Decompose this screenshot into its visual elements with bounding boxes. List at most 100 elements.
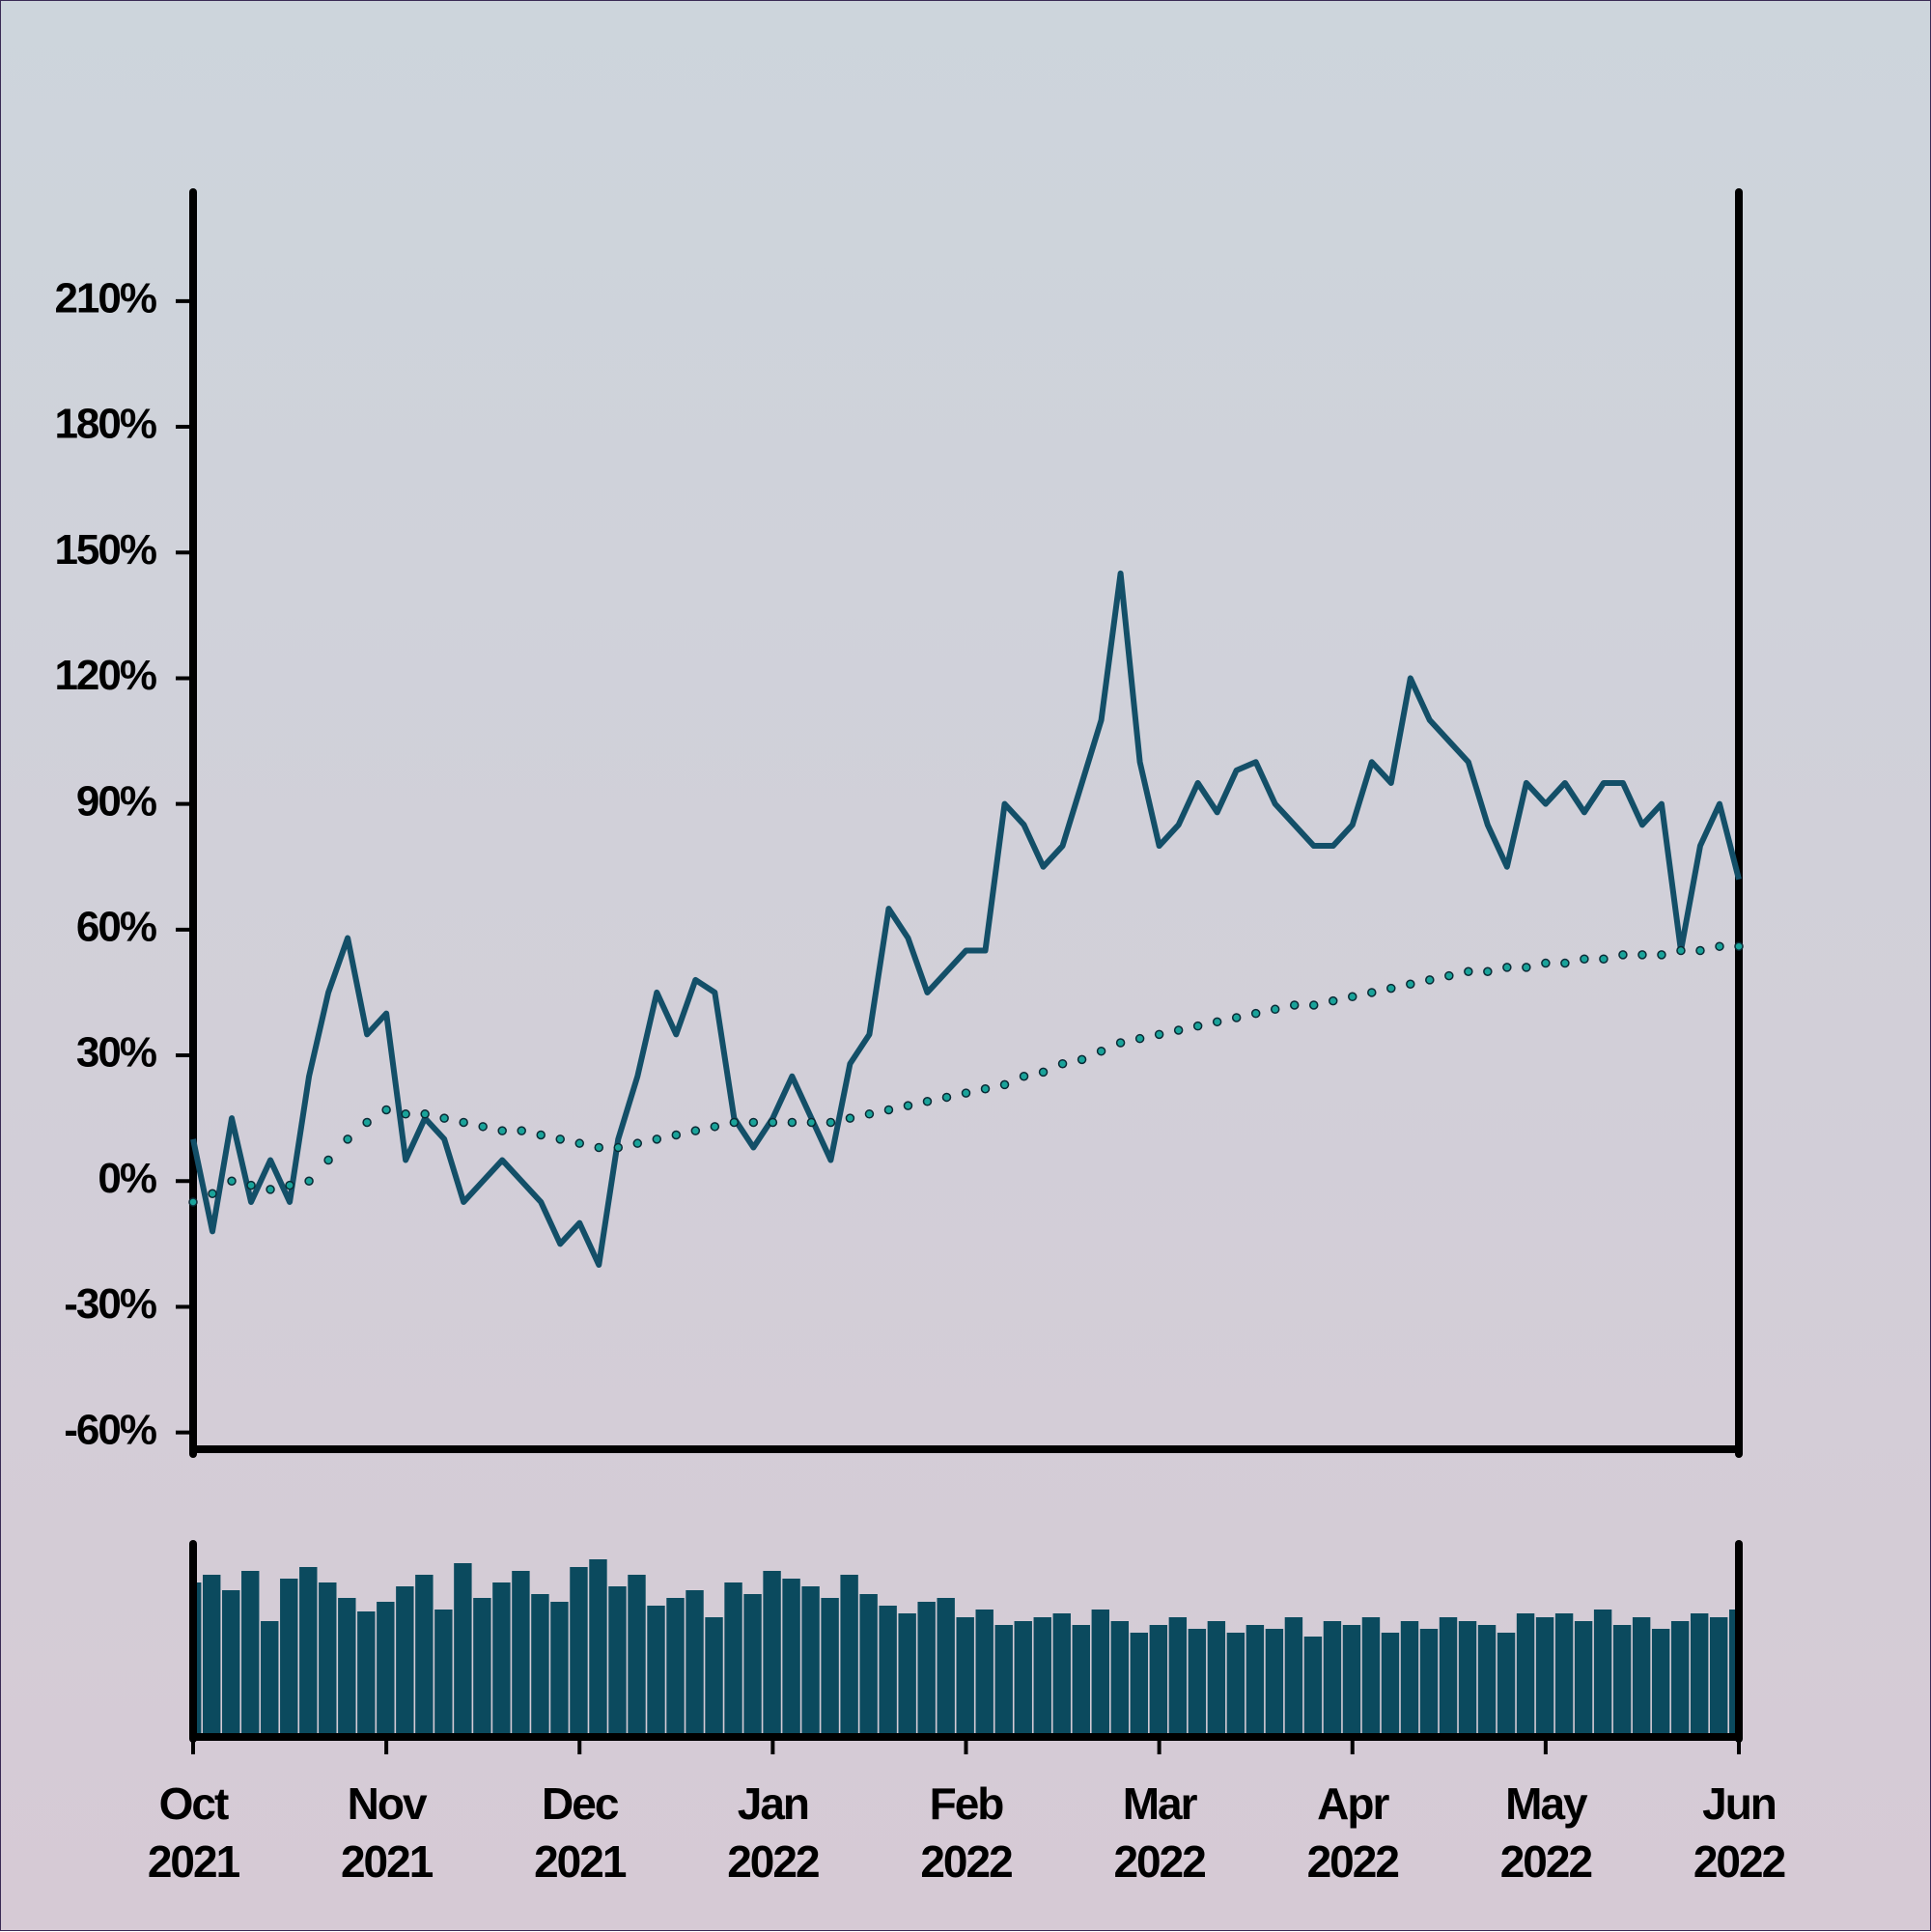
volume-bar [570,1567,588,1737]
volume-bar [1728,1610,1739,1737]
volume-bar [473,1598,491,1737]
volume-bar [1303,1637,1323,1737]
volume-bar [1651,1629,1670,1737]
moving-average-dot [980,1084,991,1094]
moving-average-dot [304,1176,314,1186]
moving-average-dot [1425,975,1435,985]
moving-average-dot [1580,954,1589,964]
volume-bar [1361,1617,1381,1737]
moving-average-dot [1096,1046,1106,1056]
moving-average-dot [439,1113,449,1123]
moving-average-dot [208,1189,217,1199]
moving-average-dot [1250,1008,1261,1019]
moving-average-dot [1715,941,1724,951]
volume-bar [1245,1625,1265,1737]
moving-average-dot [574,1138,584,1148]
moving-average-dot [652,1134,662,1144]
moving-average-dot [188,1197,198,1207]
volume-bars [193,1559,1739,1737]
moving-average-dot [1386,983,1396,994]
moving-average-dot [941,1092,952,1103]
volume-bar [299,1567,318,1737]
volume-bar [1612,1625,1632,1737]
volume-bar [415,1575,434,1737]
moving-average-dot [1134,1033,1145,1044]
moving-average-dot [1444,970,1454,981]
volume-bar [1632,1617,1651,1737]
volume-bar [666,1598,685,1737]
moving-average-dot [671,1130,682,1140]
volume-bar [1110,1621,1130,1737]
moving-average-dot [710,1122,720,1132]
volume-bar [377,1602,395,1737]
volume-bar [608,1586,627,1737]
volume-bar [956,1617,974,1737]
volume-bar [628,1575,646,1737]
x-tick-label: Dec 2021 [534,1778,627,1887]
moving-average-dot [1483,966,1493,976]
x-tick-label: Jan 2022 [727,1778,820,1887]
volume-bar [840,1575,858,1737]
x-tick-label: Jun 2022 [1693,1778,1786,1887]
moving-average-dot [613,1142,624,1153]
volume-bar [1554,1613,1574,1737]
moving-average-dot [1231,1013,1242,1022]
volume-bar [1014,1621,1032,1737]
volume-bar [821,1598,839,1737]
moving-average-dot [1077,1054,1087,1065]
volume-bar [1072,1625,1090,1737]
moving-average-dot [632,1138,643,1148]
moving-average-dot [459,1117,468,1128]
volume-bar [1381,1633,1400,1737]
moving-average-dot [826,1117,836,1128]
moving-average-dot [478,1122,488,1132]
volume-bar [743,1594,762,1737]
moving-average-dot [1173,1025,1184,1035]
volume-bar [531,1594,549,1737]
moving-average-dot [420,1109,430,1119]
moving-average-dot [1212,1017,1222,1027]
volume-bar [241,1571,260,1737]
y-tick-label: 90% [76,777,156,825]
volume-bar [994,1625,1013,1737]
moving-average-dot [343,1134,352,1144]
moving-average-dot [323,1155,333,1165]
moving-average-dot [729,1117,740,1128]
volume-bar [1400,1621,1419,1737]
moving-average-dot [1599,954,1609,964]
moving-average-dot [1502,963,1512,972]
y-tick-label: 120% [54,652,155,699]
moving-average-dot [1541,958,1551,968]
moving-average-dot [227,1176,237,1186]
x-tick-label: Feb 2022 [920,1778,1013,1887]
moving-average-dot [922,1097,933,1106]
moving-average-dot [1270,1004,1280,1015]
x-tick-label: Apr 2022 [1306,1778,1400,1887]
moving-average-dot [1618,950,1628,960]
y-tick-label: 0% [98,1155,155,1202]
moving-average-dot [1657,950,1666,960]
volume-bar [1091,1610,1109,1737]
volume-bar [1690,1613,1709,1737]
volume-bar [879,1606,897,1737]
volume-bar [550,1602,569,1737]
moving-average-dot [1406,979,1415,990]
y-tick-label: 60% [76,903,156,950]
volume-bar [193,1582,202,1737]
moving-average-dot [999,1079,1010,1090]
volume-bar [859,1594,878,1737]
moving-average-dot [748,1117,759,1128]
moving-average-dot [1522,963,1531,972]
volume-bar [357,1611,376,1737]
volume-bar [454,1563,472,1737]
moving-average-dot [381,1105,391,1115]
volume-bar [1419,1629,1439,1737]
volume-bar [261,1621,279,1737]
volume-bar [686,1590,704,1737]
moving-average-dot [690,1126,701,1135]
y-tick-label: -30% [64,1280,156,1328]
volume-bar [512,1571,530,1737]
volume-bar [724,1582,742,1737]
x-tick-label: May 2022 [1499,1778,1593,1887]
